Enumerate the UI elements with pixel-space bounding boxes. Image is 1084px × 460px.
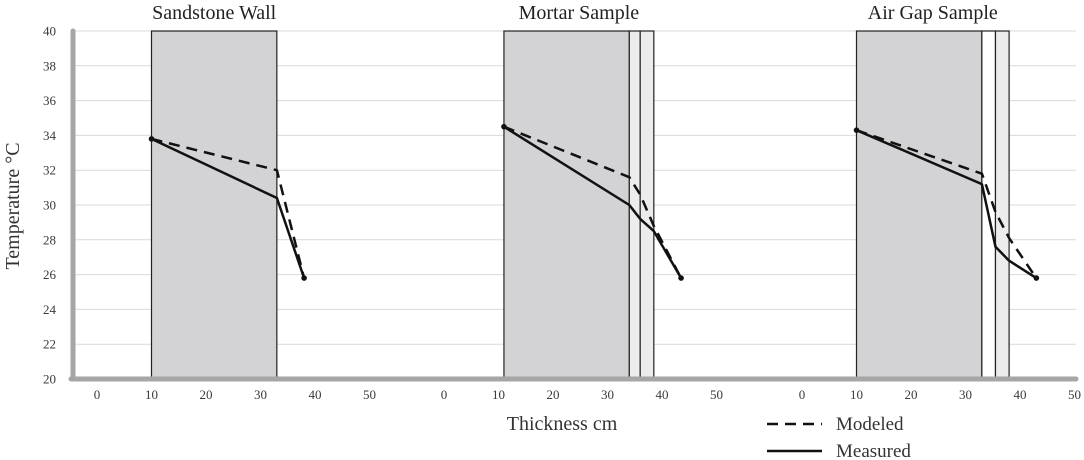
x-tick-label: 30 (959, 387, 972, 402)
material-layer (994, 30, 1010, 380)
y-tick-label: 40 (43, 24, 56, 39)
y-tick-label: 28 (43, 232, 56, 247)
modeled-line (856, 129, 1038, 279)
x-tick-label: 50 (363, 387, 376, 402)
axes (68, 28, 1079, 382)
endpoint-marker (301, 275, 307, 281)
y-tick-label: 34 (43, 128, 57, 143)
x-tick-label: 0 (441, 387, 448, 402)
panel-title: Air Gap Sample (868, 2, 998, 24)
y-tick-label: 22 (43, 337, 56, 352)
x-tick-label: 10 (492, 387, 505, 402)
endpoint-marker (678, 275, 684, 281)
series-lines (148, 123, 1040, 281)
material-layer (639, 30, 655, 380)
endpoint-marker (853, 127, 860, 133)
legend: Modeled Measured (767, 414, 911, 460)
legend-modeled-label: Modeled (836, 414, 904, 435)
y-axis-label: Temperature °C (2, 142, 24, 269)
x-tick-label: 40 (656, 387, 669, 402)
x-tick-label: 20 (905, 387, 918, 402)
modeled-line (151, 137, 306, 279)
material-layers (150, 30, 1010, 380)
endpoint-marker (148, 136, 155, 142)
measured-line (503, 125, 683, 279)
x-tick-label: 20 (547, 387, 560, 402)
x-tick-label: 50 (1068, 387, 1081, 402)
panel-title: Sandstone Wall (152, 2, 277, 24)
y-tick-label: 20 (43, 372, 56, 387)
legend-measured-label: Measured (836, 441, 911, 460)
x-axis-label: Thickness cm (507, 413, 618, 435)
x-tick-label: 10 (850, 387, 863, 402)
endpoint-marker (501, 123, 507, 130)
y-tick-label: 38 (43, 58, 56, 73)
x-tick-label: 10 (145, 387, 158, 402)
x-tick-label: 30 (601, 387, 614, 402)
material-layer (503, 30, 630, 380)
x-tick-label: 50 (710, 387, 723, 402)
material-layer (150, 30, 278, 380)
measured-line (856, 129, 1037, 280)
x-tick-label: 40 (309, 387, 322, 402)
y-tick-label: 26 (43, 267, 57, 282)
x-tick-label: 0 (799, 387, 806, 402)
material-layer (628, 30, 641, 380)
material-layer (855, 30, 983, 380)
x-tick-label: 0 (94, 387, 101, 402)
modeled-line (503, 125, 683, 279)
x-tick-label: 20 (200, 387, 213, 402)
tick-labels: 20 22 24 26 28 30 32 34 36 38 40 0 10 20 30 40 50 0 10 20 30… (43, 24, 1081, 403)
endpoint-marker (1033, 275, 1040, 281)
y-tick-label: 30 (43, 198, 56, 213)
panel-title: Mortar Sample (519, 2, 640, 24)
x-tick-label: 30 (254, 387, 267, 402)
x-tick-label: 40 (1014, 387, 1027, 402)
y-tick-label: 36 (43, 93, 57, 108)
y-tick-label: 32 (43, 163, 56, 178)
panel-titles: Sandstone Wall Mortar Sample Air Gap Sampl… (152, 2, 998, 24)
y-tick-label: 24 (43, 302, 57, 317)
measured-line (150, 137, 306, 279)
